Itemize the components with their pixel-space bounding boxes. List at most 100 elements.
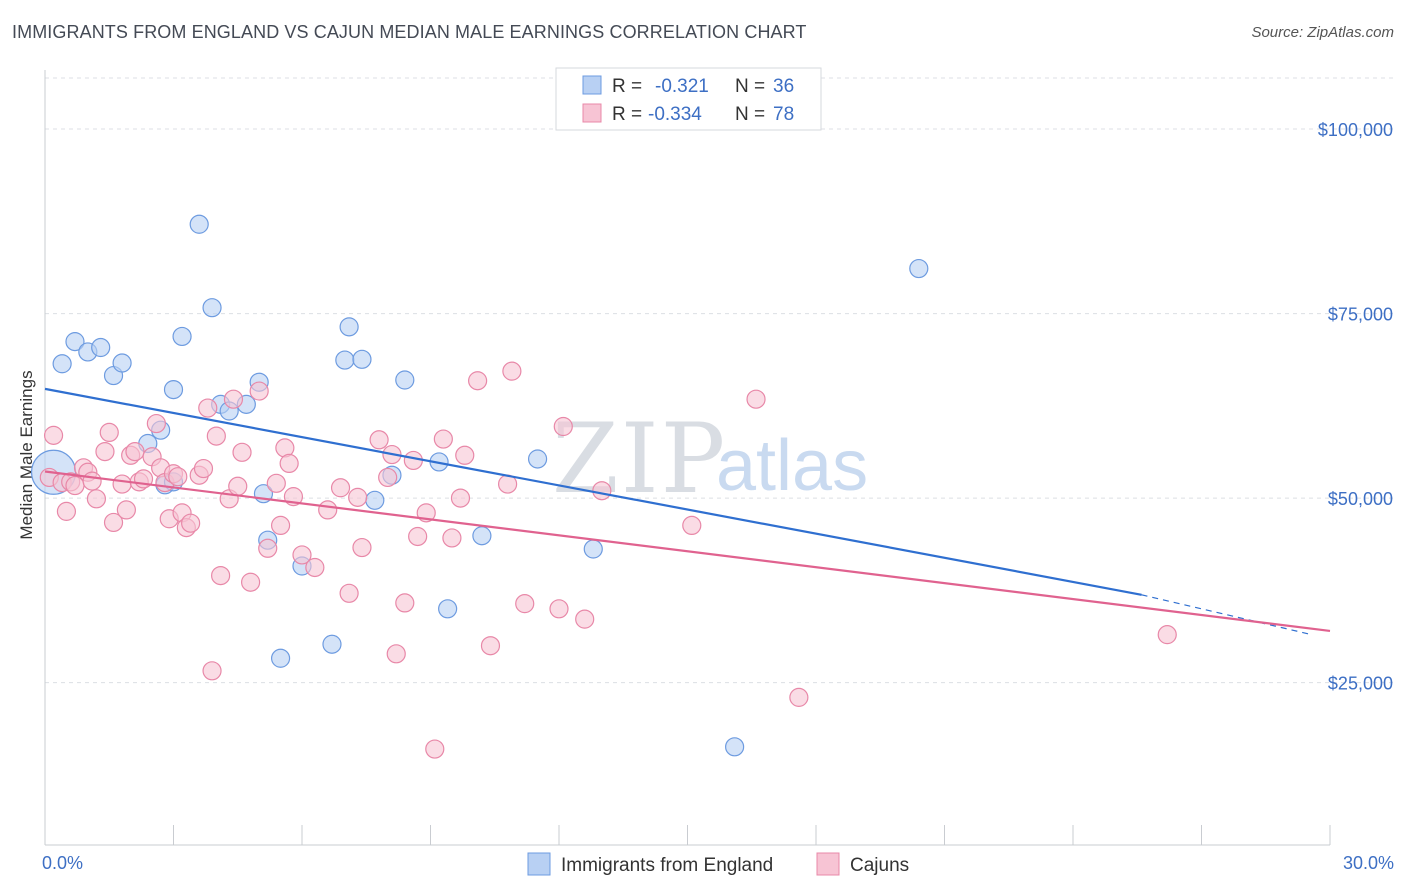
cajun-point-20 — [146, 413, 166, 434]
england-point-11 — [163, 379, 184, 400]
england-point-25 — [339, 317, 359, 337]
cajun-point-53 — [352, 537, 372, 558]
cajun-point-10 — [95, 441, 115, 462]
england-point-29 — [395, 370, 415, 390]
cajun-point-65 — [450, 488, 471, 508]
cajun-point-8 — [82, 471, 102, 491]
source-credit: Source: ZipAtlas.com — [1251, 24, 1394, 41]
cajun-point-74 — [575, 609, 595, 629]
x-tick-label-0: 0.0% — [42, 853, 83, 873]
watermark-zip: ZIP — [552, 403, 727, 515]
england-point-12 — [172, 326, 192, 347]
cajun-point-71 — [515, 594, 535, 614]
england-point-4 — [91, 337, 111, 358]
y-tick-labels: $25,000 $50,000 $75,000 $100,000 — [1318, 120, 1393, 694]
legend-england-swatch — [582, 75, 602, 95]
cajun-point-49 — [318, 500, 338, 520]
england-point-34 — [583, 539, 603, 559]
cajun-point-76 — [682, 515, 702, 536]
cajun-point-57 — [386, 644, 406, 664]
england-point-21 — [270, 648, 291, 668]
cajun-point-34 — [211, 565, 231, 586]
cajun-point-48 — [305, 557, 325, 578]
cajun-point-60 — [408, 526, 428, 547]
cajun-point-13 — [112, 474, 132, 494]
cajun-point-54 — [369, 430, 389, 450]
cajun-point-79 — [1157, 625, 1177, 645]
legend-cajun-n-value: 78 — [773, 104, 794, 125]
cajun-point-67 — [468, 371, 488, 391]
cajun-point-9 — [86, 489, 107, 509]
cajun-point-40 — [249, 381, 269, 401]
england-point-13 — [189, 214, 209, 234]
cajun-point-38 — [232, 442, 252, 462]
y-tick-label-3: $100,000 — [1318, 120, 1393, 140]
y-tick-label-2: $75,000 — [1328, 305, 1393, 325]
legend-top: R = -0.321 N = 36 R = -0.334 N = 78 — [555, 67, 822, 131]
legend-cajun-r-value: -0.334 — [648, 104, 702, 125]
cajun-point-32 — [202, 661, 222, 681]
y-tick-label-0: $25,000 — [1328, 674, 1393, 694]
y-tick-label-1: $50,000 — [1328, 489, 1393, 509]
cajun-point-47 — [292, 545, 312, 565]
trend-lines — [44, 387, 1331, 635]
england-point-36 — [909, 258, 929, 279]
watermark-atlas: atlas — [716, 426, 868, 506]
cajun-point-70 — [502, 361, 522, 381]
x-tick-labels: 0.0% 30.0% — [42, 853, 1394, 873]
england-point-33 — [527, 449, 548, 469]
series-cajuns — [39, 361, 1177, 759]
legend-england-n-label: N = — [735, 76, 765, 97]
legend-bottom-cajun-label: Cajuns — [850, 855, 909, 876]
legend-bottom-cajun-swatch — [816, 852, 840, 876]
grid-lines — [45, 77, 1393, 684]
cajun-point-68 — [480, 636, 501, 656]
england-point-35 — [725, 737, 745, 757]
cajun-point-58 — [395, 593, 415, 613]
england-point-2 — [65, 332, 85, 352]
cajun-point-28 — [181, 513, 201, 533]
cajun-point-63 — [433, 429, 453, 449]
cajun-point-66 — [455, 445, 475, 465]
legend-bottom-england-swatch — [527, 852, 551, 876]
cajun-point-51 — [339, 583, 359, 603]
england-point-14 — [202, 298, 222, 318]
cajun-point-72 — [549, 599, 569, 619]
cajun-point-25 — [168, 467, 188, 487]
england-point-1 — [52, 354, 72, 374]
cajun-point-64 — [442, 528, 462, 548]
x-tick-label-1: 30.0% — [1343, 853, 1394, 873]
legend-england-n-value: 36 — [773, 76, 794, 97]
cajun-point-39 — [241, 572, 261, 592]
england-point-32 — [472, 526, 492, 546]
cajun-trend-line — [44, 470, 1331, 633]
legend-england-r-label: R = — [612, 76, 642, 97]
cajun-point-16 — [125, 441, 145, 462]
england-point-26 — [352, 349, 372, 369]
england-point-6 — [112, 353, 132, 373]
legend-bottom: Immigrants from England Cajuns — [527, 852, 909, 876]
chart-title: IMMIGRANTS FROM ENGLAND VS CAJUN MEDIAN … — [12, 22, 807, 42]
legend-cajun-swatch — [582, 103, 602, 123]
england-point-24 — [335, 350, 355, 370]
cajun-point-52 — [348, 487, 368, 507]
cajun-point-14 — [116, 500, 136, 520]
cajun-point-78 — [789, 687, 809, 707]
cajun-point-30 — [193, 458, 214, 479]
england-point-27 — [365, 490, 385, 510]
cajun-point-1 — [43, 425, 64, 445]
cajun-point-75 — [592, 481, 612, 501]
england-trend-line — [44, 387, 1142, 596]
cajun-point-12 — [103, 512, 124, 533]
legend-cajun-r-label: R = — [612, 104, 642, 125]
cajun-point-62 — [425, 739, 445, 759]
england-point-31 — [438, 599, 458, 619]
cajun-point-33 — [206, 426, 226, 446]
cajun-point-3 — [56, 501, 77, 521]
cajun-point-55 — [378, 467, 398, 488]
cajun-point-11 — [99, 422, 119, 443]
cajun-point-41 — [258, 538, 278, 558]
legend-cajun-n-label: N = — [735, 104, 765, 125]
england-point-23 — [322, 634, 342, 654]
